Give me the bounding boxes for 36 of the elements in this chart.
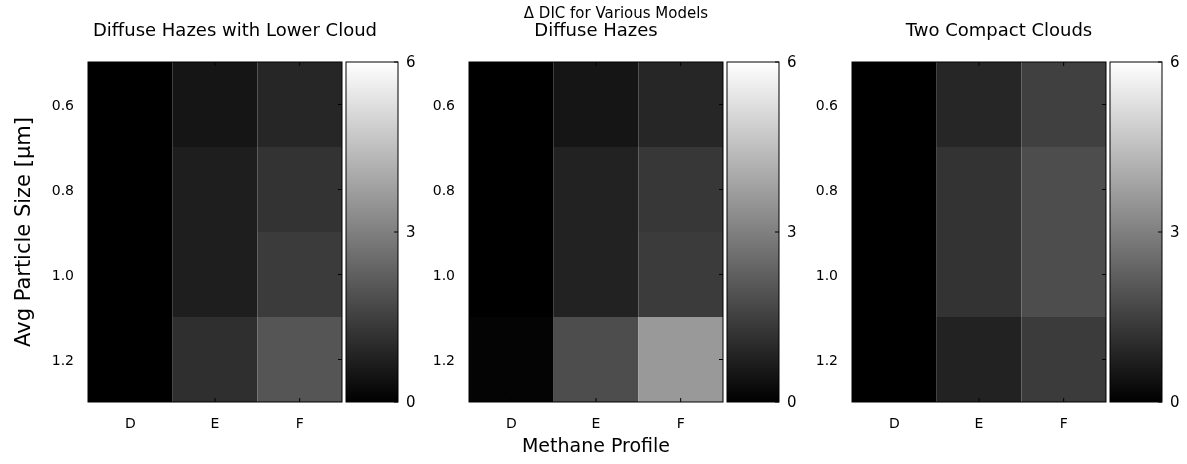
y-tick-label: 0.8	[432, 181, 455, 198]
y-tick-label: 1.0	[432, 266, 455, 283]
x-tick-label: E	[210, 415, 220, 431]
y-tick-label: 1.2	[432, 351, 455, 368]
color-bar-label: 0	[1170, 393, 1180, 411]
y-tick-label: 1.0	[815, 266, 838, 283]
color-bar-label: 3	[787, 223, 797, 241]
y-axis-title: Avg Particle Size [μm]	[11, 117, 35, 347]
y-tick-label: 1.2	[51, 351, 74, 368]
x-tick-label: E	[974, 415, 984, 431]
chart-title: Two Compact Clouds	[904, 19, 1093, 40]
color-bar-label: 6	[787, 53, 797, 71]
x-tick-label: E	[591, 415, 601, 431]
x-tick-label: D	[124, 415, 136, 431]
x-tick-label: D	[505, 415, 517, 431]
chart-subtitle: Diffuse Hazes	[534, 19, 658, 40]
color-bar-label: 3	[406, 223, 416, 241]
x-tick-label: F	[295, 415, 304, 431]
color-bar-label: 6	[406, 53, 416, 71]
y-tick-label: 1.0	[51, 266, 74, 283]
color-bar-label: 6	[1170, 53, 1180, 71]
x-tick-label: D	[888, 415, 900, 431]
y-tick-label: 0.6	[815, 96, 839, 113]
color-bar-label: 0	[787, 393, 797, 411]
x-tick-label: F	[1059, 415, 1068, 431]
chart-title: Δ DIC for Various Models	[523, 4, 709, 22]
y-tick-label: 0.6	[51, 96, 75, 113]
y-tick-label: 0.8	[51, 181, 74, 198]
chart-title: Diffuse Hazes with Lower Cloud	[92, 19, 378, 40]
color-bar-label: 0	[406, 393, 416, 411]
y-tick-label: 0.6	[432, 96, 456, 113]
y-tick-label: 1.2	[815, 351, 838, 368]
color-bar-label: 3	[1170, 223, 1180, 241]
x-axis-title: Methane Profile	[521, 434, 671, 456]
y-tick-label: 0.8	[815, 181, 838, 198]
x-tick-label: F	[676, 415, 685, 431]
